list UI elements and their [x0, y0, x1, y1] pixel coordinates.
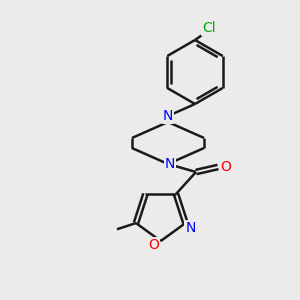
Text: N: N [165, 157, 175, 171]
Text: O: O [220, 160, 231, 174]
Text: N: N [163, 109, 173, 123]
Text: N: N [185, 221, 196, 235]
Text: O: O [148, 238, 159, 252]
Text: Cl: Cl [202, 21, 216, 35]
